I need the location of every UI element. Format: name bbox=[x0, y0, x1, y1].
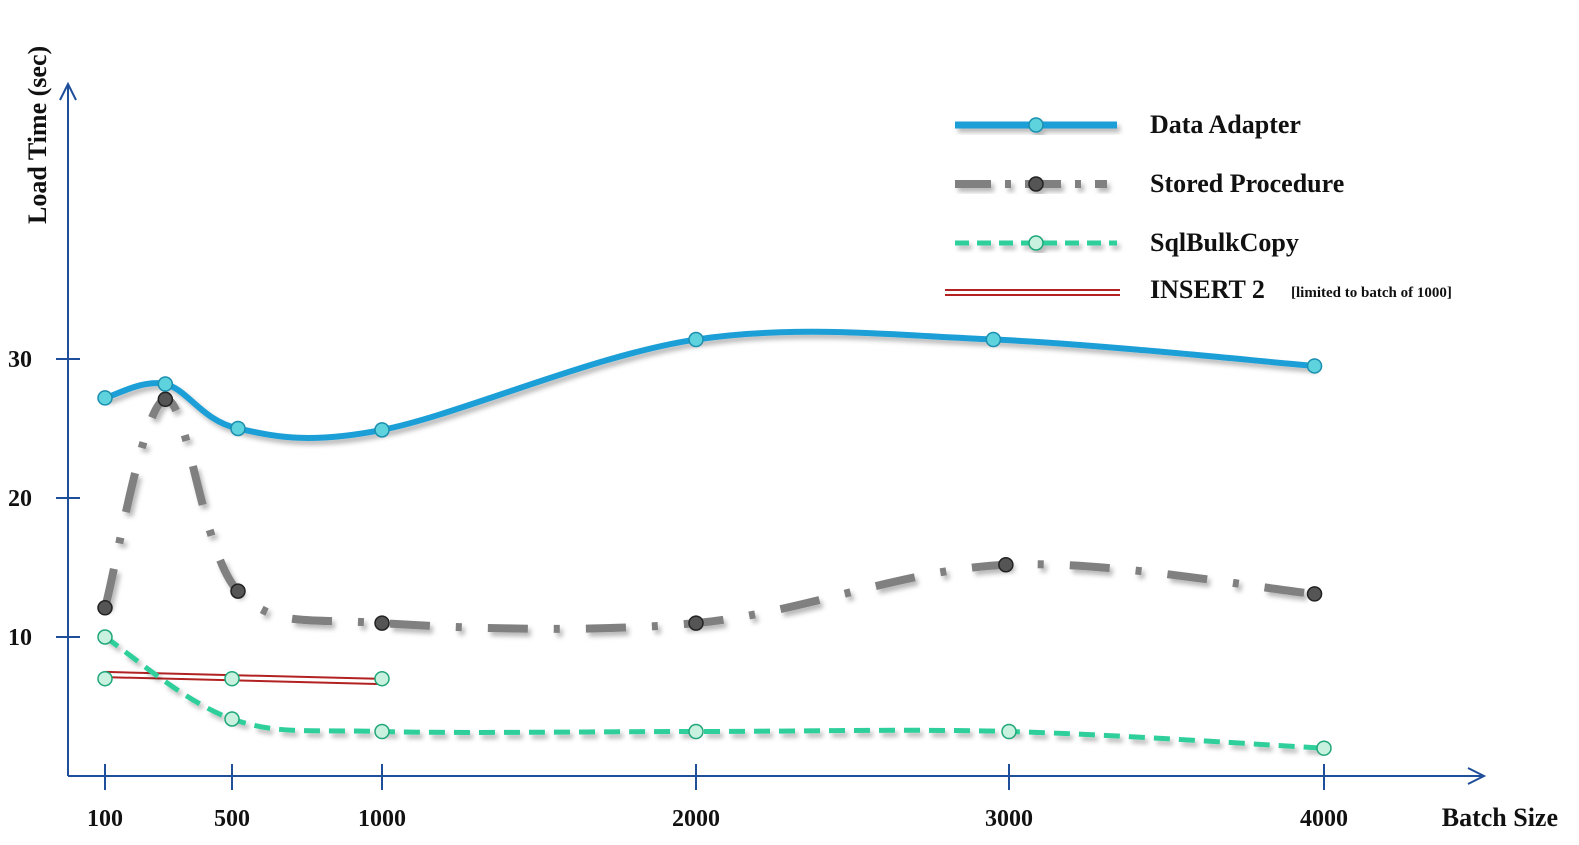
legend-marker-sqlbulkcopy bbox=[1028, 235, 1044, 251]
point-stored-procedure-5 bbox=[998, 556, 1014, 573]
point-sqlbulkcopy-4 bbox=[1001, 723, 1017, 740]
point-data-adapter-6 bbox=[1306, 358, 1323, 374]
legend-label-stored-procedure: Stored Procedure bbox=[1150, 169, 1344, 198]
series-line-data-adapter bbox=[104, 328, 1315, 441]
point-data-adapter-3 bbox=[374, 422, 390, 438]
point-stored-procedure-3 bbox=[374, 615, 390, 631]
point-stored-procedure-4 bbox=[688, 615, 704, 631]
legend-marker-data-adapter bbox=[1028, 117, 1044, 133]
point-data-adapter-0 bbox=[97, 390, 113, 406]
ticks: 100 500 1000 2000 3000 4000 10 20 30 bbox=[8, 347, 1348, 832]
point-data-adapter-4 bbox=[688, 331, 704, 348]
legend: Data Adapter Stored Procedure SqlBulkCop… bbox=[945, 110, 1452, 304]
axes bbox=[59, 81, 1487, 785]
x-axis-title: Batch Size bbox=[1442, 803, 1558, 832]
series-line-sqlbulkcopy bbox=[103, 634, 1325, 751]
y-tick-label-30: 30 bbox=[8, 347, 32, 373]
y-tick-label-20: 20 bbox=[8, 486, 32, 512]
x-tick-label-500: 500 bbox=[214, 806, 250, 832]
point-sqlbulkcopy-2 bbox=[374, 723, 390, 740]
series-layer bbox=[97, 328, 1332, 756]
point-stored-procedure-1 bbox=[157, 391, 174, 408]
x-tick-label-1000: 1000 bbox=[358, 806, 406, 832]
y-axis-arrow bbox=[59, 81, 77, 101]
x-axis-arrow bbox=[1467, 767, 1487, 785]
series-stored-procedure bbox=[97, 391, 1323, 633]
series-line-stored-procedure bbox=[101, 395, 1315, 633]
point-data-adapter-1 bbox=[157, 376, 174, 392]
series-insert-2 bbox=[97, 670, 390, 687]
point-insert-2-0 bbox=[97, 670, 113, 687]
point-stored-procedure-6 bbox=[1306, 586, 1323, 602]
legend-label-sqlbulkcopy: SqlBulkCopy bbox=[1150, 228, 1299, 257]
legend-item-data-adapter bbox=[955, 117, 1117, 133]
legend-label-data-adapter: Data Adapter bbox=[1150, 110, 1301, 139]
point-insert-2-2 bbox=[374, 670, 390, 687]
series-sqlbulkcopy bbox=[97, 629, 1332, 756]
series-data-adapter bbox=[97, 328, 1323, 441]
legend-item-sqlbulkcopy bbox=[955, 235, 1117, 251]
legend-note-insert-2: [limited to batch of 1000] bbox=[1291, 285, 1452, 301]
legend-label-insert-2: INSERT 2 bbox=[1150, 275, 1265, 304]
point-data-adapter-2 bbox=[230, 420, 246, 437]
x-tick-label-3000: 3000 bbox=[985, 806, 1033, 832]
legend-item-insert-2 bbox=[945, 289, 1120, 296]
x-tick-label-4000: 4000 bbox=[1300, 806, 1348, 832]
point-data-adapter-5 bbox=[985, 331, 1002, 348]
point-insert-2-1 bbox=[224, 670, 240, 687]
x-tick-label-100: 100 bbox=[87, 806, 123, 832]
point-sqlbulkcopy-0 bbox=[97, 629, 113, 645]
point-sqlbulkcopy-5 bbox=[1316, 740, 1332, 756]
y-tick-label-10: 10 bbox=[8, 625, 32, 651]
x-tick-label-2000: 2000 bbox=[672, 806, 720, 832]
point-stored-procedure-2 bbox=[230, 583, 246, 599]
point-sqlbulkcopy-3 bbox=[688, 723, 704, 740]
legend-item-stored-procedure bbox=[955, 176, 1107, 192]
y-axis-title: Load Time (sec) bbox=[23, 46, 52, 224]
legend-marker-stored-procedure bbox=[1028, 176, 1044, 192]
point-sqlbulkcopy-1 bbox=[224, 711, 240, 727]
series-line-insert-2-2 bbox=[104, 676, 383, 686]
point-stored-procedure-0 bbox=[97, 600, 113, 616]
